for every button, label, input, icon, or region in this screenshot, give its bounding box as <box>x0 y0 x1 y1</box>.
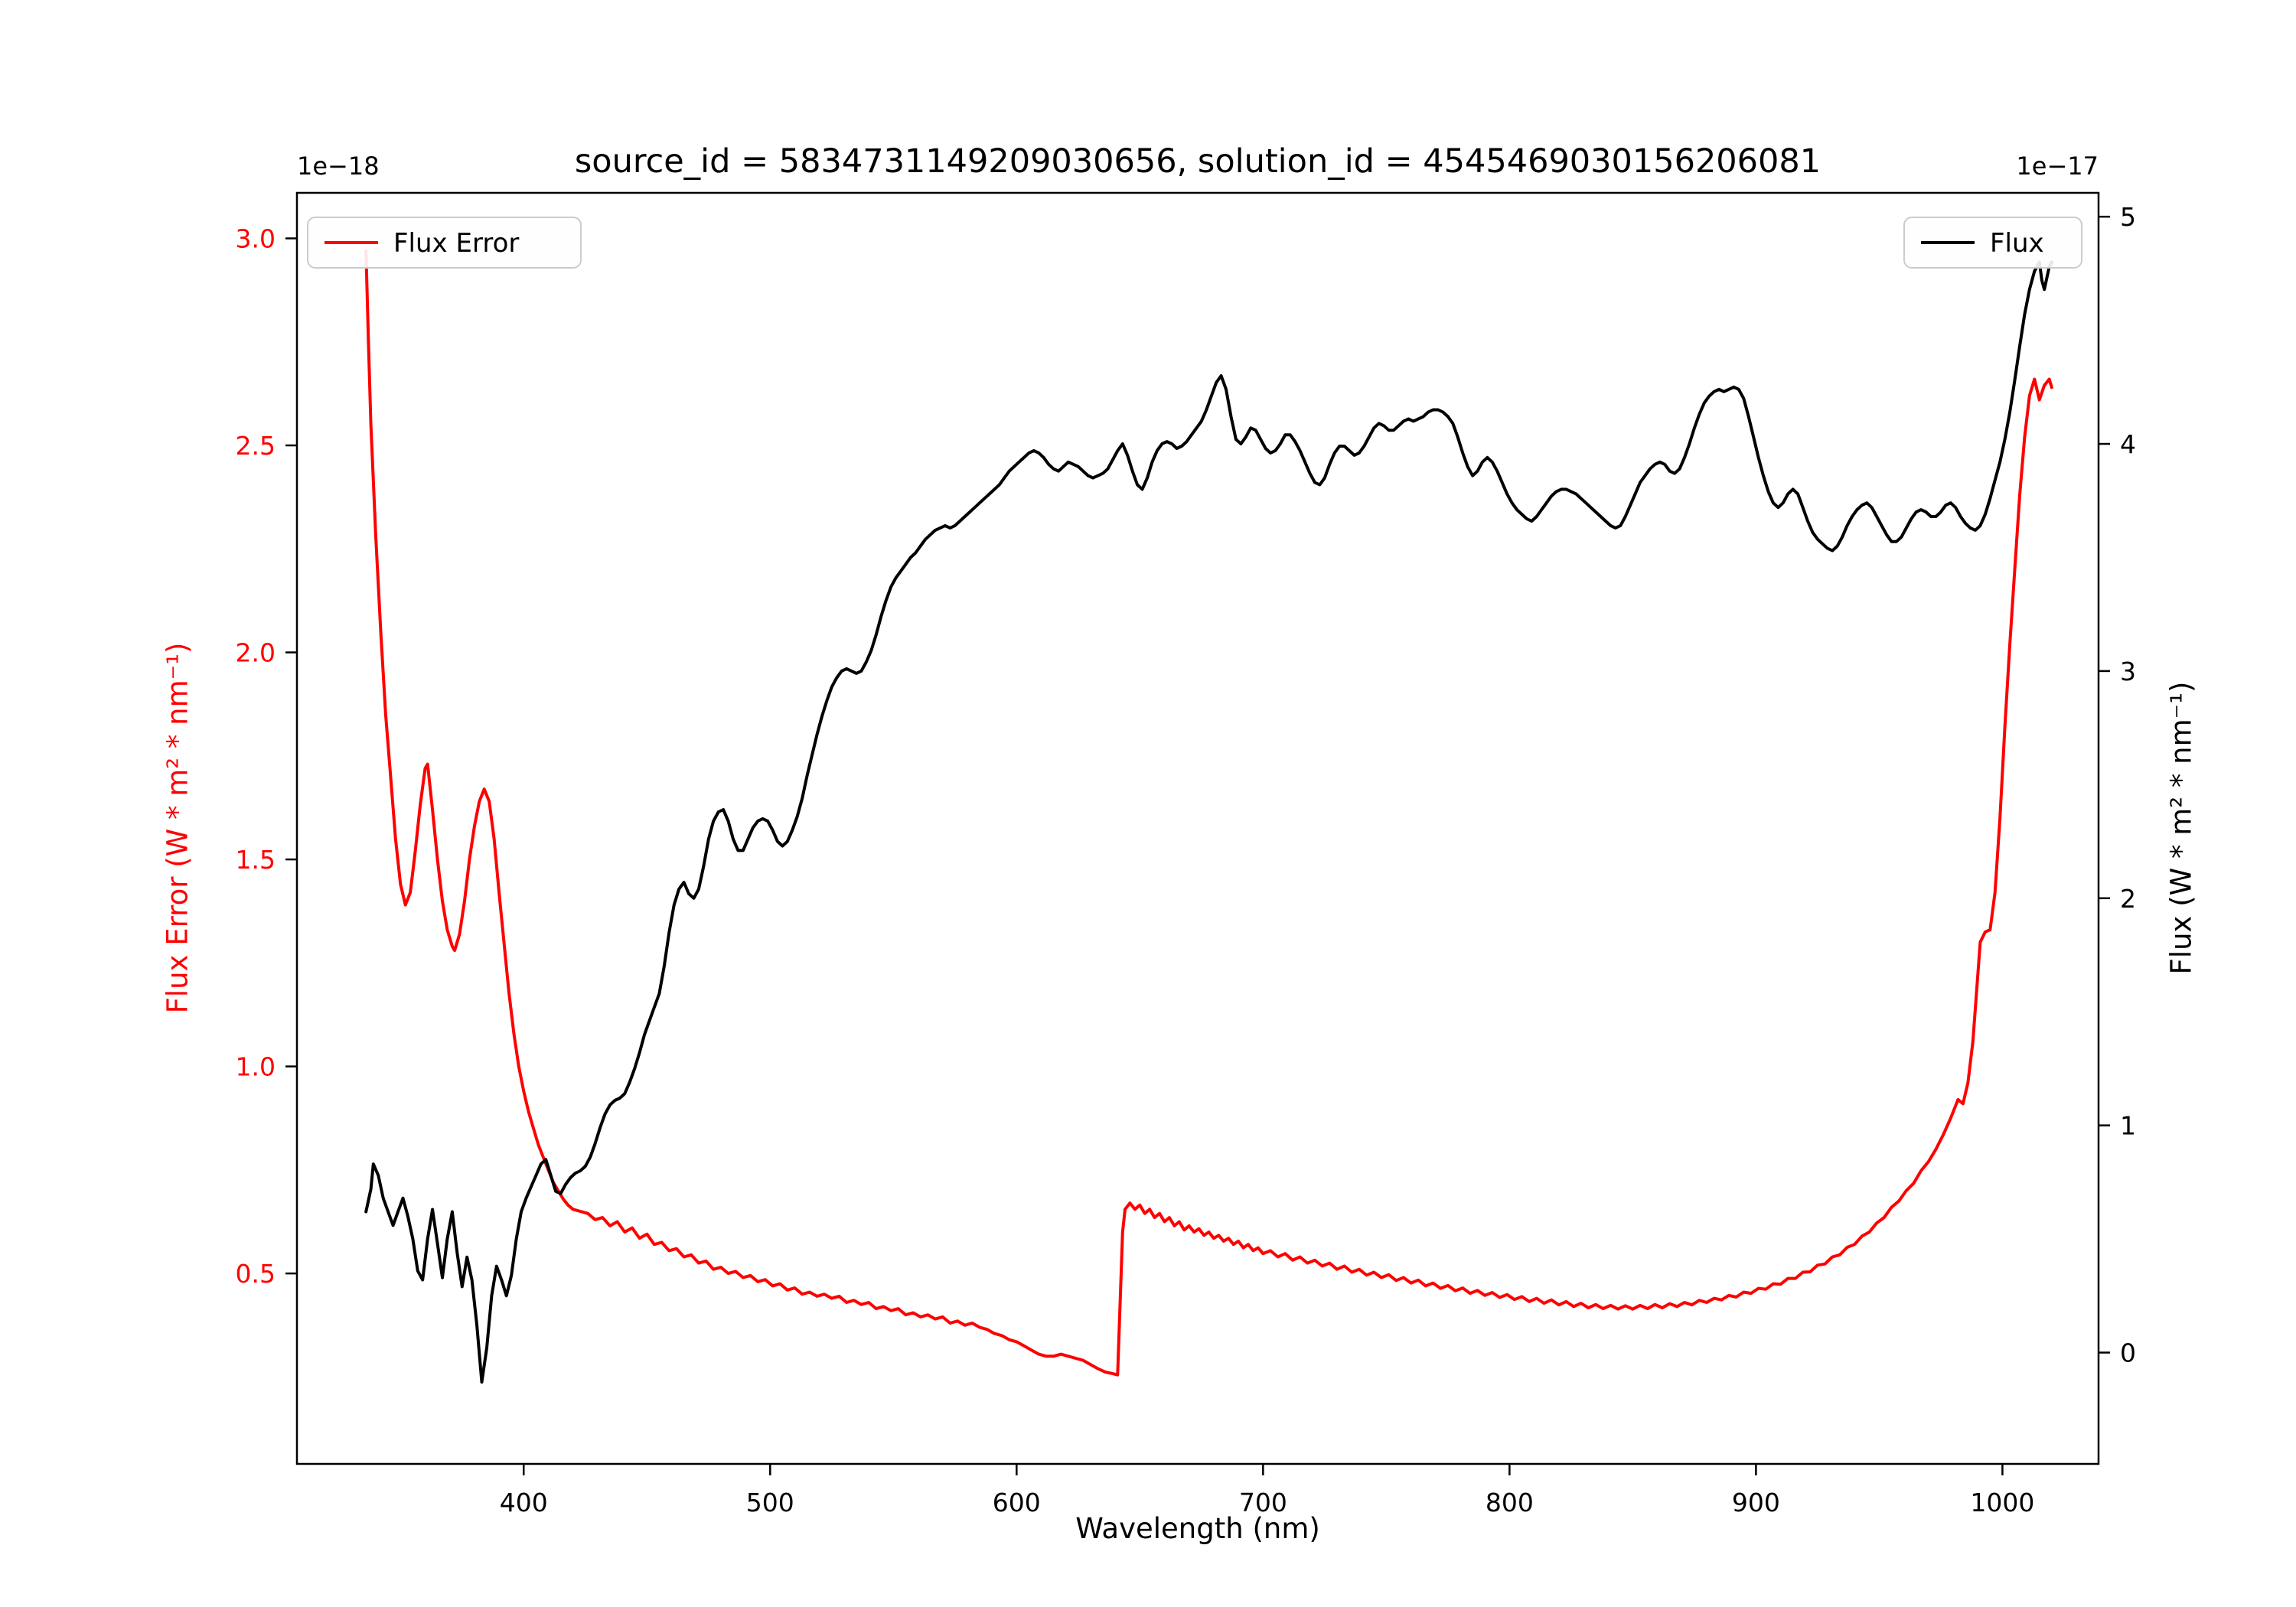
left-y-axis-ticks: 0.5 1.0 1.5 2.0 2.5 3.0 <box>236 224 297 1289</box>
right-y-tick-label: 1 <box>2120 1111 2136 1141</box>
x-tick-label: 600 <box>993 1488 1041 1517</box>
right-axis-offset-text: 1e−17 <box>2016 152 2099 181</box>
legend-top-right: Flux <box>1903 217 2082 269</box>
right-y-tick-label: 0 <box>2120 1338 2136 1368</box>
legend-top-left: Flux Error <box>307 217 582 269</box>
left-y-tick-label: 0.5 <box>236 1259 276 1289</box>
right-y-axis-ticks: 0 1 2 3 4 5 <box>2099 202 2136 1368</box>
chart-title: source_id = 5834731149209030656, solutio… <box>574 142 1821 181</box>
right-y-tick-label: 2 <box>2120 884 2136 914</box>
plot-border <box>295 191 2100 1465</box>
x-tick-label: 1000 <box>1970 1488 2034 1517</box>
right-y-tick-label: 4 <box>2120 429 2136 459</box>
legend-label: Flux <box>1990 228 2044 259</box>
series-line-flux <box>364 260 2053 1384</box>
left-y-tick-label: 1.5 <box>236 845 276 875</box>
left-y-tick-label: 1.0 <box>236 1052 276 1082</box>
left-y-tick-label: 3.0 <box>236 224 276 254</box>
legend-box <box>307 217 582 269</box>
x-axis-ticks: 400 500 600 700 800 900 1000 <box>500 1464 2034 1517</box>
left-axis-offset-text: 1e−18 <box>297 152 380 181</box>
x-tick-label: 700 <box>1239 1488 1287 1517</box>
x-tick-label: 400 <box>500 1488 548 1517</box>
x-tick-label: 900 <box>1732 1488 1780 1517</box>
x-tick-label: 800 <box>1486 1488 1534 1517</box>
x-tick-label: 500 <box>746 1488 794 1517</box>
x-axis-label: Wavelength (nm) <box>1075 1512 1320 1545</box>
right-y-tick-label: 3 <box>2120 657 2136 686</box>
legend-label: Flux Error <box>393 228 519 259</box>
plot-background <box>297 193 2099 1464</box>
legend-box <box>1903 217 2082 269</box>
right-y-tick-label: 5 <box>2120 202 2136 232</box>
series-line-flux-error <box>364 249 2053 1377</box>
left-y-tick-label: 2.0 <box>236 638 276 668</box>
left-y-tick-label: 2.5 <box>236 431 276 461</box>
